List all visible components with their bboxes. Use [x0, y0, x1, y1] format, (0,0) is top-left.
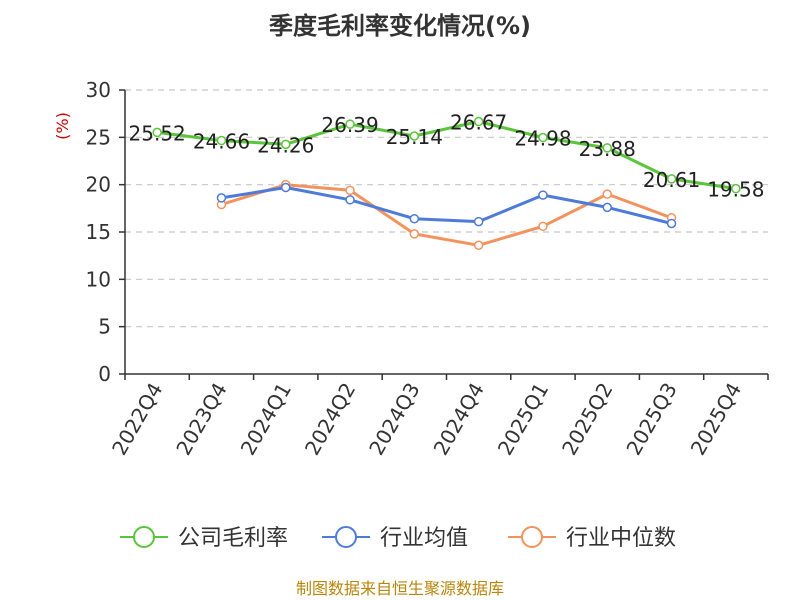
- data-point: [538, 221, 548, 232]
- data-point: [602, 202, 612, 213]
- legend-marker: [133, 526, 155, 548]
- x-tick-label: 2023Q4: [171, 379, 231, 460]
- y-tick-label: 25: [86, 125, 111, 149]
- x-tick-label: 2024Q2: [300, 379, 360, 460]
- data-label: 25.14: [386, 125, 443, 149]
- grid-lines: [125, 89, 768, 328]
- source-note: 制图数据来自恒生聚源数据库: [296, 579, 504, 598]
- data-label: 24.66: [193, 130, 250, 154]
- data-point: [538, 190, 548, 200]
- x-tick-label: 2022Q4: [107, 379, 167, 460]
- legend-label: 行业中位数: [566, 526, 676, 551]
- data-point: [473, 216, 484, 227]
- series-line: [157, 120, 737, 191]
- axes: [119, 89, 769, 380]
- data-point: [216, 193, 227, 203]
- x-tick-labels: 2022Q4 2023Q4 2024Q1 2024Q2 2024Q3 2024Q4 2025…: [107, 379, 746, 460]
- data-point: [345, 185, 355, 196]
- x-tick-label: 2025Q1: [493, 379, 553, 460]
- data-point: [602, 189, 612, 199]
- data-labels: 25.52 24.66 24.26 26.39 25.14 26.67 24.98 23.88…: [129, 111, 765, 202]
- data-point: [281, 139, 291, 150]
- legend-label: 行业均值: [380, 526, 468, 551]
- legend-marker: [335, 526, 357, 548]
- x-tick-label: 2025Q3: [621, 379, 681, 460]
- y-tick-label: 5: [98, 315, 111, 339]
- data-label: 25.52: [129, 121, 186, 145]
- data-label: 19.58: [707, 178, 764, 202]
- series-points: [152, 116, 741, 251]
- data-point: [345, 195, 355, 205]
- data-label: 23.88: [579, 137, 636, 161]
- data-point: [409, 213, 420, 224]
- y-tick-label: 0: [98, 362, 111, 386]
- data-point: [602, 143, 612, 153]
- y-tick-label: 30: [86, 78, 111, 102]
- data-point: [409, 131, 420, 141]
- x-tick-label: 2025Q2: [557, 379, 617, 460]
- data-point: [152, 127, 162, 138]
- data-point: [216, 135, 227, 146]
- x-tick-label: 2025Q4: [686, 379, 746, 460]
- data-point: [345, 119, 355, 129]
- data-point: [666, 218, 677, 229]
- y-tick-label: 10: [86, 267, 111, 291]
- y-axis-label: (%): [53, 112, 72, 140]
- chart-title: 季度毛利率变化情况(%): [269, 12, 531, 40]
- y-tick-label: 20: [86, 173, 111, 197]
- x-tick-label: 2024Q1: [236, 379, 296, 460]
- legend: 公司毛利率 行业均值 行业中位数: [120, 526, 676, 551]
- data-label: 20.61: [643, 168, 700, 192]
- legend-marker: [521, 526, 543, 548]
- series-line: [221, 186, 672, 225]
- data-point: [473, 116, 484, 127]
- data-point: [538, 132, 548, 143]
- data-label: 24.26: [257, 133, 314, 157]
- data-point: [409, 229, 420, 239]
- series-lines: [157, 120, 737, 247]
- series-line: [220, 183, 673, 247]
- data-point: [731, 183, 741, 194]
- data-point: [473, 240, 484, 251]
- y-tick-label: 15: [86, 220, 111, 244]
- data-label: 24.98: [514, 127, 571, 151]
- legend-label: 公司毛利率: [178, 526, 288, 551]
- data-point: [281, 182, 291, 193]
- x-tick-label: 2024Q4: [429, 379, 489, 460]
- data-label: 26.67: [450, 111, 507, 135]
- x-tick-label: 2024Q3: [364, 379, 424, 460]
- y-tick-labels: 0 5 10 15 20 25 30: [86, 78, 111, 386]
- data-label: 26.39: [321, 113, 378, 137]
- data-point: [666, 174, 677, 184]
